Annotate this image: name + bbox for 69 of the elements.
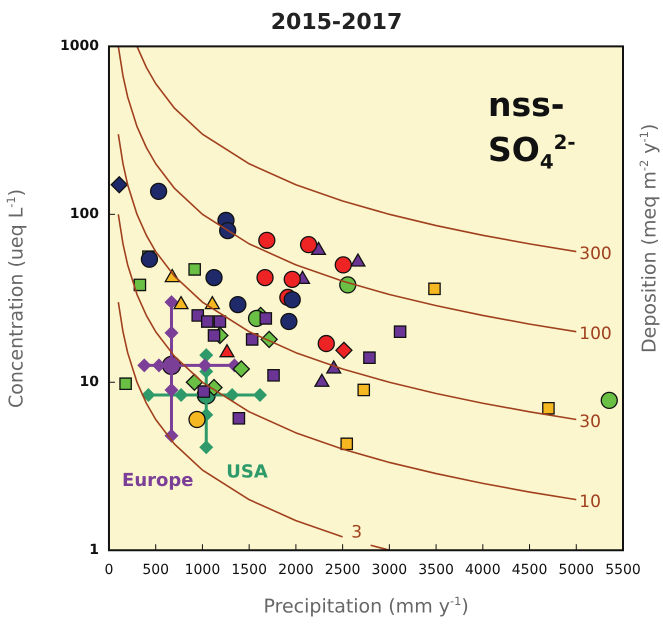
point <box>199 348 214 362</box>
x-tick-label: 1500 <box>231 562 267 578</box>
text: USA <box>226 461 268 482</box>
point <box>363 351 376 364</box>
point <box>256 268 274 286</box>
x-axis-title: Precipitation (mm y$^{-1}$) <box>263 594 469 618</box>
x-tick-label: 0 <box>104 562 114 578</box>
point <box>318 334 335 352</box>
point <box>164 382 178 397</box>
point <box>205 268 223 286</box>
point <box>164 326 178 340</box>
point <box>137 358 152 372</box>
point <box>232 360 250 378</box>
point <box>340 438 354 450</box>
point <box>267 369 280 382</box>
point <box>199 440 214 454</box>
point <box>225 388 240 402</box>
point <box>600 392 618 410</box>
y-tick-label: 1 <box>89 542 99 558</box>
chart-title: 2015-2017 <box>270 10 402 35</box>
text: Europe <box>122 470 194 491</box>
series-label: 100 <box>579 324 612 344</box>
point <box>246 333 258 346</box>
series-label: 300 <box>579 244 612 264</box>
point <box>140 250 158 268</box>
point <box>357 384 370 396</box>
x-tick-label: 4500 <box>512 562 548 578</box>
y-tick-label: 100 <box>70 206 100 222</box>
point <box>284 270 301 288</box>
x-tick-label: 500 <box>142 562 170 578</box>
point <box>335 342 353 359</box>
x-tick-label: 5500 <box>605 562 641 578</box>
x-tick-label: 1000 <box>184 562 220 578</box>
point <box>428 282 441 296</box>
point <box>253 388 267 402</box>
point <box>232 412 246 425</box>
series-label: 10 <box>579 492 601 512</box>
x-tick-label: 3000 <box>372 562 408 578</box>
point <box>200 315 214 328</box>
x-tick-label: 3500 <box>418 562 454 578</box>
point <box>258 232 276 249</box>
point <box>284 291 301 308</box>
point <box>119 377 132 390</box>
x-tick-label: 4000 <box>464 562 501 578</box>
point <box>394 325 406 338</box>
x-tick-label: 2500 <box>324 562 360 578</box>
series-label: 30 <box>579 412 601 432</box>
point <box>188 263 201 276</box>
point <box>229 296 246 314</box>
point <box>188 410 206 428</box>
point <box>542 402 555 415</box>
y-tick-label: 10 <box>79 374 100 390</box>
x-tick-label: 2000 <box>278 562 314 578</box>
y-tick-label: 1000 <box>60 38 100 54</box>
point <box>280 312 298 330</box>
point <box>164 295 178 310</box>
x-tick-label: 5000 <box>558 562 594 578</box>
series-label: 3 <box>351 522 362 543</box>
point <box>174 388 188 402</box>
point <box>110 176 128 194</box>
point <box>208 329 220 342</box>
point <box>198 358 212 372</box>
point <box>334 256 352 274</box>
point <box>150 182 168 200</box>
point <box>134 278 146 292</box>
point <box>214 315 226 328</box>
point <box>300 236 318 254</box>
point <box>259 312 272 325</box>
point <box>141 388 156 402</box>
